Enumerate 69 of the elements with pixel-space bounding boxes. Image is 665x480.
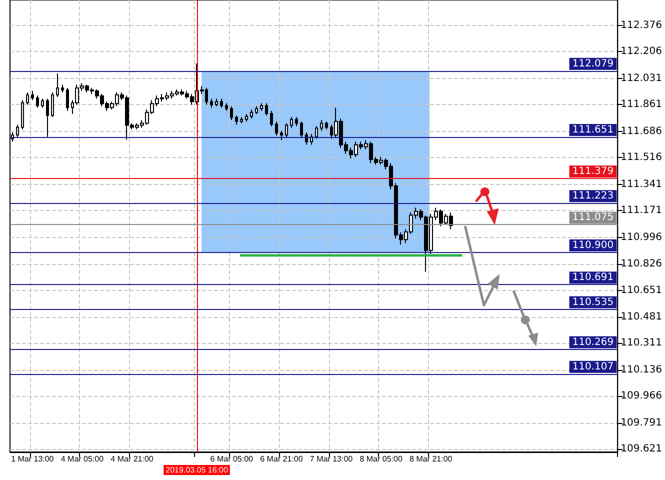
ref-line-label: 110.535 — [572, 296, 614, 308]
candlestick — [245, 113, 248, 122]
candlestick — [210, 98, 213, 108]
y-tick-label: 109.621 — [620, 444, 662, 455]
ref-line-label: 110.107 — [572, 361, 614, 372]
ref-line-label: 110.269 — [572, 336, 614, 348]
ref-line-label: 112.079 — [572, 58, 614, 70]
y-tick-label: 110.651 — [620, 285, 662, 296]
ref-line-label: 110.691 — [572, 272, 614, 284]
candlestick — [285, 122, 288, 138]
x-tick-label: 2019.03.05 16:00 — [166, 466, 228, 474]
candlestick — [31, 90, 34, 101]
candlestick — [36, 95, 39, 108]
x-tick-label: 1 Mar 13:00 — [11, 454, 54, 464]
y-tick-label: 110.826 — [620, 258, 662, 270]
candlestick — [270, 110, 273, 127]
y-tick-label: 110.311 — [620, 337, 662, 348]
candlestick — [41, 98, 44, 108]
candlestick — [235, 115, 238, 126]
ref-line-label: 111.223 — [572, 190, 614, 202]
ref-line-label: 111.651 — [572, 124, 614, 136]
candlestick — [290, 116, 293, 128]
candlestick — [325, 121, 328, 130]
x-tick-label: 6 Mar 21:00 — [260, 454, 304, 464]
y-tick-label: 112.376 — [620, 20, 662, 31]
y-tick-label: 111.686 — [620, 126, 662, 137]
ref-line-label: 110.900 — [572, 240, 614, 251]
candlestick — [280, 130, 283, 141]
y-tick-label: 112.206 — [620, 46, 662, 58]
candlestick — [61, 84, 64, 93]
y-tick-label: 110.481 — [620, 311, 662, 322]
y-tick-label: 110.996 — [620, 232, 662, 244]
candlestick — [250, 108, 253, 120]
candlestick — [66, 87, 69, 112]
candlestick — [220, 98, 223, 108]
y-tick-label: 109.966 — [620, 390, 662, 402]
ref-line-label: 111.379 — [572, 166, 614, 178]
y-tick-label: 109.791 — [620, 417, 662, 428]
candlestick — [46, 98, 49, 138]
candlestick — [56, 72, 59, 98]
candlestick — [230, 106, 233, 121]
candlestick — [265, 102, 268, 116]
candlestick — [255, 106, 258, 114]
candlestick — [300, 121, 303, 138]
candlestick — [260, 102, 263, 112]
x-tick-label: 4 Mar 05:00 — [60, 454, 104, 464]
y-tick-label: 111.861 — [620, 99, 662, 110]
candlestick — [295, 116, 298, 127]
candlestick — [21, 100, 24, 130]
x-tick-label: 4 Mar 21:00 — [110, 454, 154, 464]
y-tick-label: 110.136 — [620, 364, 662, 376]
candlestick — [16, 124, 19, 138]
ref-line-label: 111.075 — [572, 212, 614, 224]
y-tick-label: 111.171 — [620, 205, 662, 216]
candlestick — [51, 92, 54, 118]
candlestick — [215, 98, 218, 107]
x-tick-label: 8 Mar 05:00 — [360, 454, 403, 464]
y-tick-label: 111.341 — [620, 179, 662, 190]
x-tick-label: 8 Mar 21:00 — [410, 454, 453, 464]
candlestick — [320, 120, 323, 132]
candlestick — [225, 102, 228, 112]
candlestick — [275, 121, 278, 136]
y-tick-label: 111.516 — [620, 152, 662, 164]
y-tick-label: 112.031 — [620, 72, 662, 84]
candlestick — [315, 126, 318, 140]
x-tick-label: 6 Mar 05:00 — [210, 454, 254, 464]
x-tick-label: 7 Mar 13:00 — [310, 454, 354, 464]
candlestick — [240, 116, 243, 124]
candlestick — [26, 92, 29, 106]
